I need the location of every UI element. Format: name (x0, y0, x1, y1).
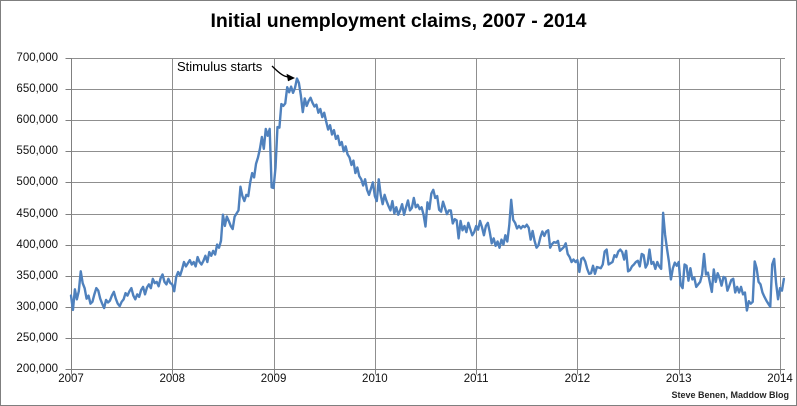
x-tick-label: 2007 (58, 373, 84, 385)
claims-line-series (69, 77, 786, 312)
y-tick-label: 650,000 (16, 83, 58, 96)
y-tick-label: 350,000 (16, 269, 58, 282)
x-tick-label: 2010 (362, 373, 388, 385)
x-tick-label: 2009 (260, 373, 287, 385)
x-tick-label: 2014 (767, 373, 793, 385)
x-tick-label: 2012 (564, 373, 591, 385)
y-tick-label: 300,000 (16, 300, 58, 313)
axes (65, 58, 785, 375)
y-tick-label: 600,000 (16, 114, 58, 127)
y-tick-label: 400,000 (16, 238, 58, 251)
annotation-label: Stimulus starts (177, 59, 263, 74)
gridlines (71, 58, 785, 370)
y-tick-label: 700,000 (16, 52, 58, 64)
annotation-arrow (271, 65, 295, 82)
x-tick-label: 2013 (665, 373, 692, 385)
y-tick-label: 200,000 (16, 363, 58, 375)
y-tick-label: 550,000 (16, 145, 58, 158)
x-tick-label: 2011 (463, 373, 489, 385)
claims-line (69, 77, 786, 312)
credit-text: Steve Benen, Maddow Blog (671, 390, 789, 400)
y-tick-label: 450,000 (16, 207, 58, 220)
y-tick-label: 500,000 (16, 176, 58, 189)
y-tick-label: 250,000 (16, 331, 58, 344)
x-tick-label: 2008 (159, 373, 186, 385)
chart-title: Initial unemployment claims, 2007 - 2014 (210, 10, 587, 32)
